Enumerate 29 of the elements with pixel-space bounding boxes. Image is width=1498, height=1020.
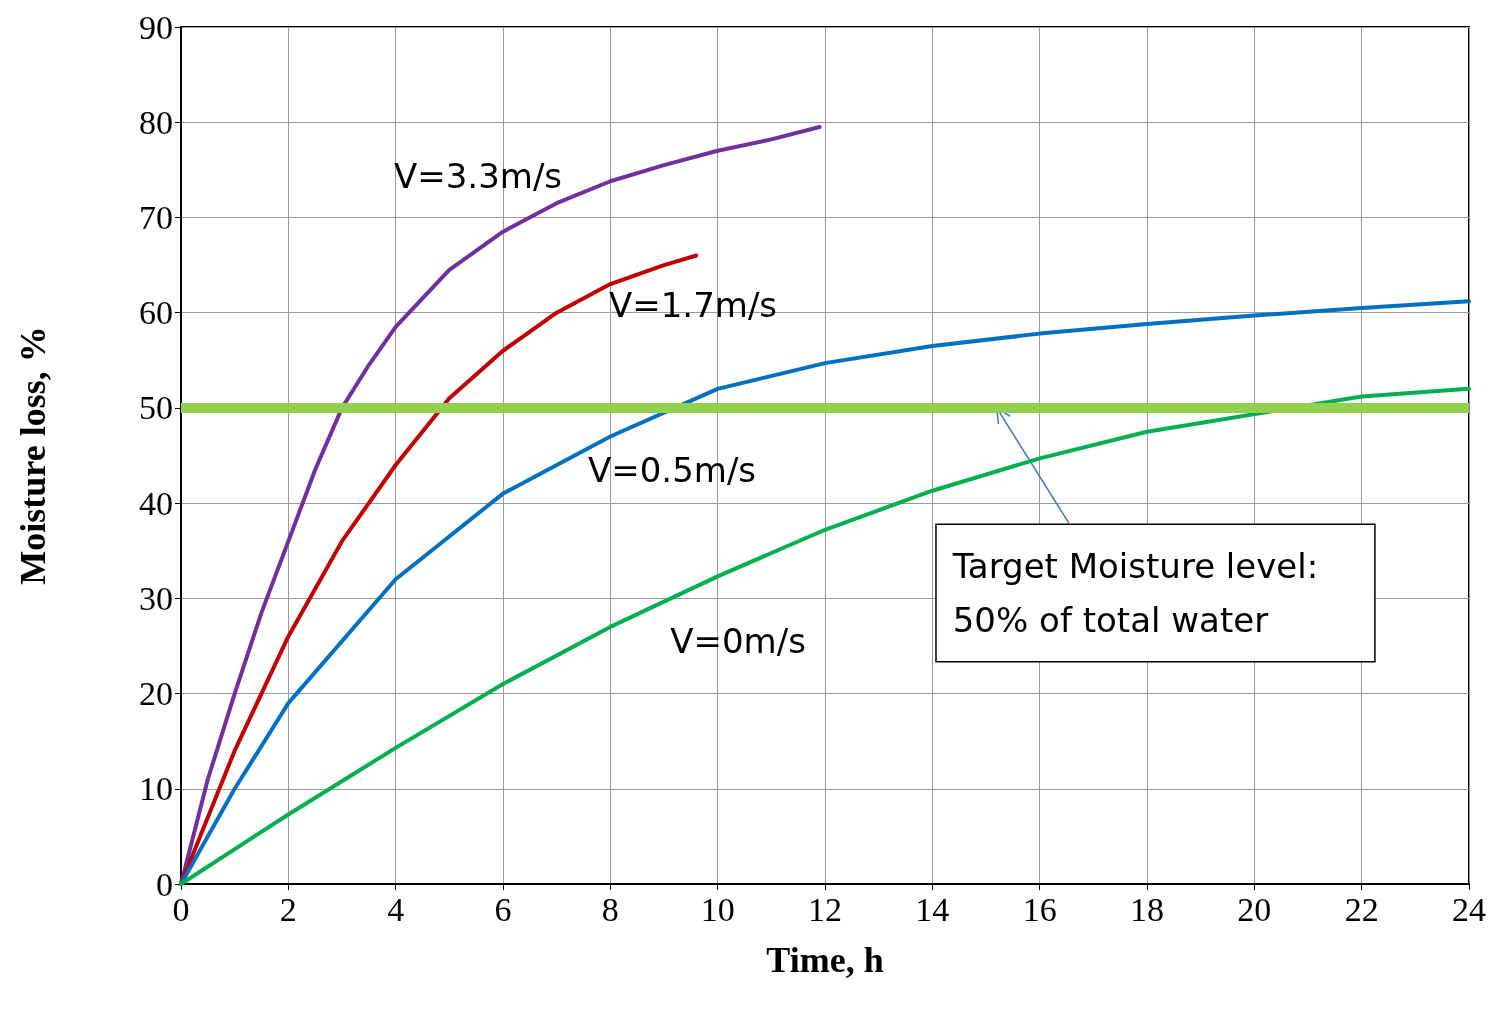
x-tick-label: 8 bbox=[601, 890, 619, 928]
y-tick-label: 60 bbox=[139, 294, 173, 332]
y-tick-label: 0 bbox=[156, 865, 173, 903]
y-tick-label: 70 bbox=[139, 198, 173, 236]
series-label: V=3.3m/s bbox=[393, 156, 563, 196]
annotation: Target Moisture level: 50% of total water bbox=[951, 545, 1319, 640]
x-tick-label: 16 bbox=[1022, 890, 1057, 928]
series-label: V=0.5m/s bbox=[587, 450, 757, 490]
x-tick-label: 18 bbox=[1130, 890, 1164, 928]
y-axis-title: Moisture loss, % bbox=[13, 326, 53, 585]
x-tick-label: 12 bbox=[808, 890, 842, 928]
y-tick-label: 90 bbox=[139, 8, 173, 46]
x-tick-label: 20 bbox=[1237, 890, 1272, 928]
x-tick-label: 2 bbox=[279, 890, 297, 928]
x-tick-label: 22 bbox=[1344, 890, 1379, 928]
x-tick-label: 6 bbox=[494, 890, 512, 928]
y-tick-label: 20 bbox=[139, 675, 173, 713]
x-tick-label: 24 bbox=[1452, 890, 1486, 928]
y-tick-label: 10 bbox=[139, 770, 173, 808]
y-tick-label: 80 bbox=[139, 103, 173, 141]
series-label: V=1.7m/s bbox=[608, 285, 778, 325]
x-tick-label: 14 bbox=[915, 890, 950, 928]
x-tick-label: 10 bbox=[700, 890, 735, 928]
y-tick-label: 50 bbox=[139, 389, 173, 427]
y-tick-label: 40 bbox=[139, 484, 173, 522]
x-axis-title: Time, h bbox=[766, 940, 884, 980]
y-tick-label: 30 bbox=[139, 579, 173, 617]
series-label: V=0m/s bbox=[670, 621, 806, 661]
x-tick-label: 4 bbox=[387, 890, 405, 928]
